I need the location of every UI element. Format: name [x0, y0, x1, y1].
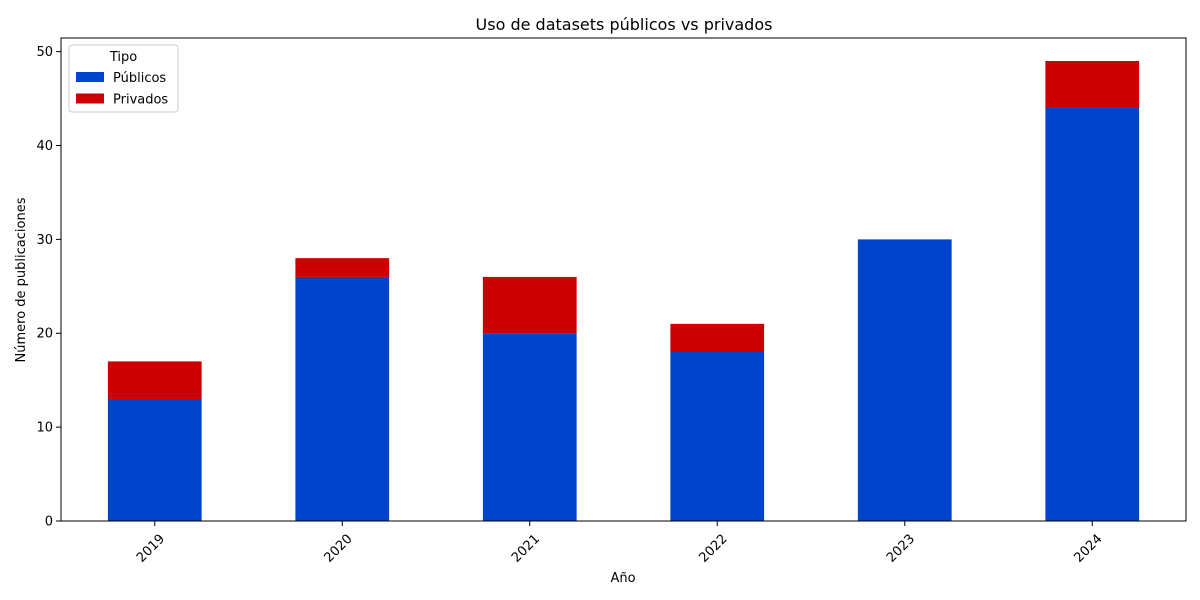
- bar-privados-2022: [670, 323, 765, 353]
- legend-swatch-privados: [76, 93, 104, 104]
- x-tick-label: 2023: [884, 532, 918, 566]
- legend-swatch-públicos: [76, 72, 104, 82]
- x-axis-title: Año: [610, 571, 635, 586]
- legend-title: Tipo: [109, 50, 137, 65]
- chart-title: Uso de datasets públicos vs privados: [476, 15, 773, 34]
- y-tick-label: 50: [36, 45, 53, 60]
- bar-públicos-2020: [295, 276, 390, 521]
- x-tick-label: 2019: [134, 532, 168, 566]
- bar-privados-2019: [107, 361, 202, 399]
- bar-públicos-2022: [670, 352, 765, 521]
- y-axis-title: Número de publicaciones: [14, 197, 29, 362]
- y-tick-label: 40: [36, 139, 53, 154]
- x-tick-label: 2020: [322, 532, 356, 566]
- y-tick-label: 30: [36, 233, 53, 248]
- bar-públicos-2021: [482, 333, 577, 521]
- x-tick-label: 2021: [509, 532, 543, 566]
- legend: Tipo Públicos Privados: [68, 44, 179, 113]
- bar-públicos-2023: [857, 239, 952, 521]
- y-tick-label: 10: [36, 421, 53, 436]
- bar-privados-2021: [482, 276, 577, 334]
- bar-privados-2024: [1045, 61, 1140, 108]
- axes-layer: 0 10 20 30 40 50 2019 2020 2021 2022 2023 2024: [36, 37, 1187, 566]
- x-tick-label: 2022: [697, 532, 731, 566]
- bar-públicos-2024: [1045, 107, 1140, 521]
- x-tick-label: 2024: [1072, 532, 1106, 566]
- legend-label-privados: Privados: [113, 93, 168, 108]
- bar-privados-2020: [295, 258, 390, 277]
- bars-layer: [107, 61, 1140, 521]
- y-tick-label: 20: [36, 327, 53, 342]
- y-tick-label: 0: [45, 515, 53, 530]
- plot-frame: [60, 37, 1187, 522]
- bar-públicos-2019: [107, 398, 202, 521]
- legend-label-públicos: Públicos: [113, 71, 166, 86]
